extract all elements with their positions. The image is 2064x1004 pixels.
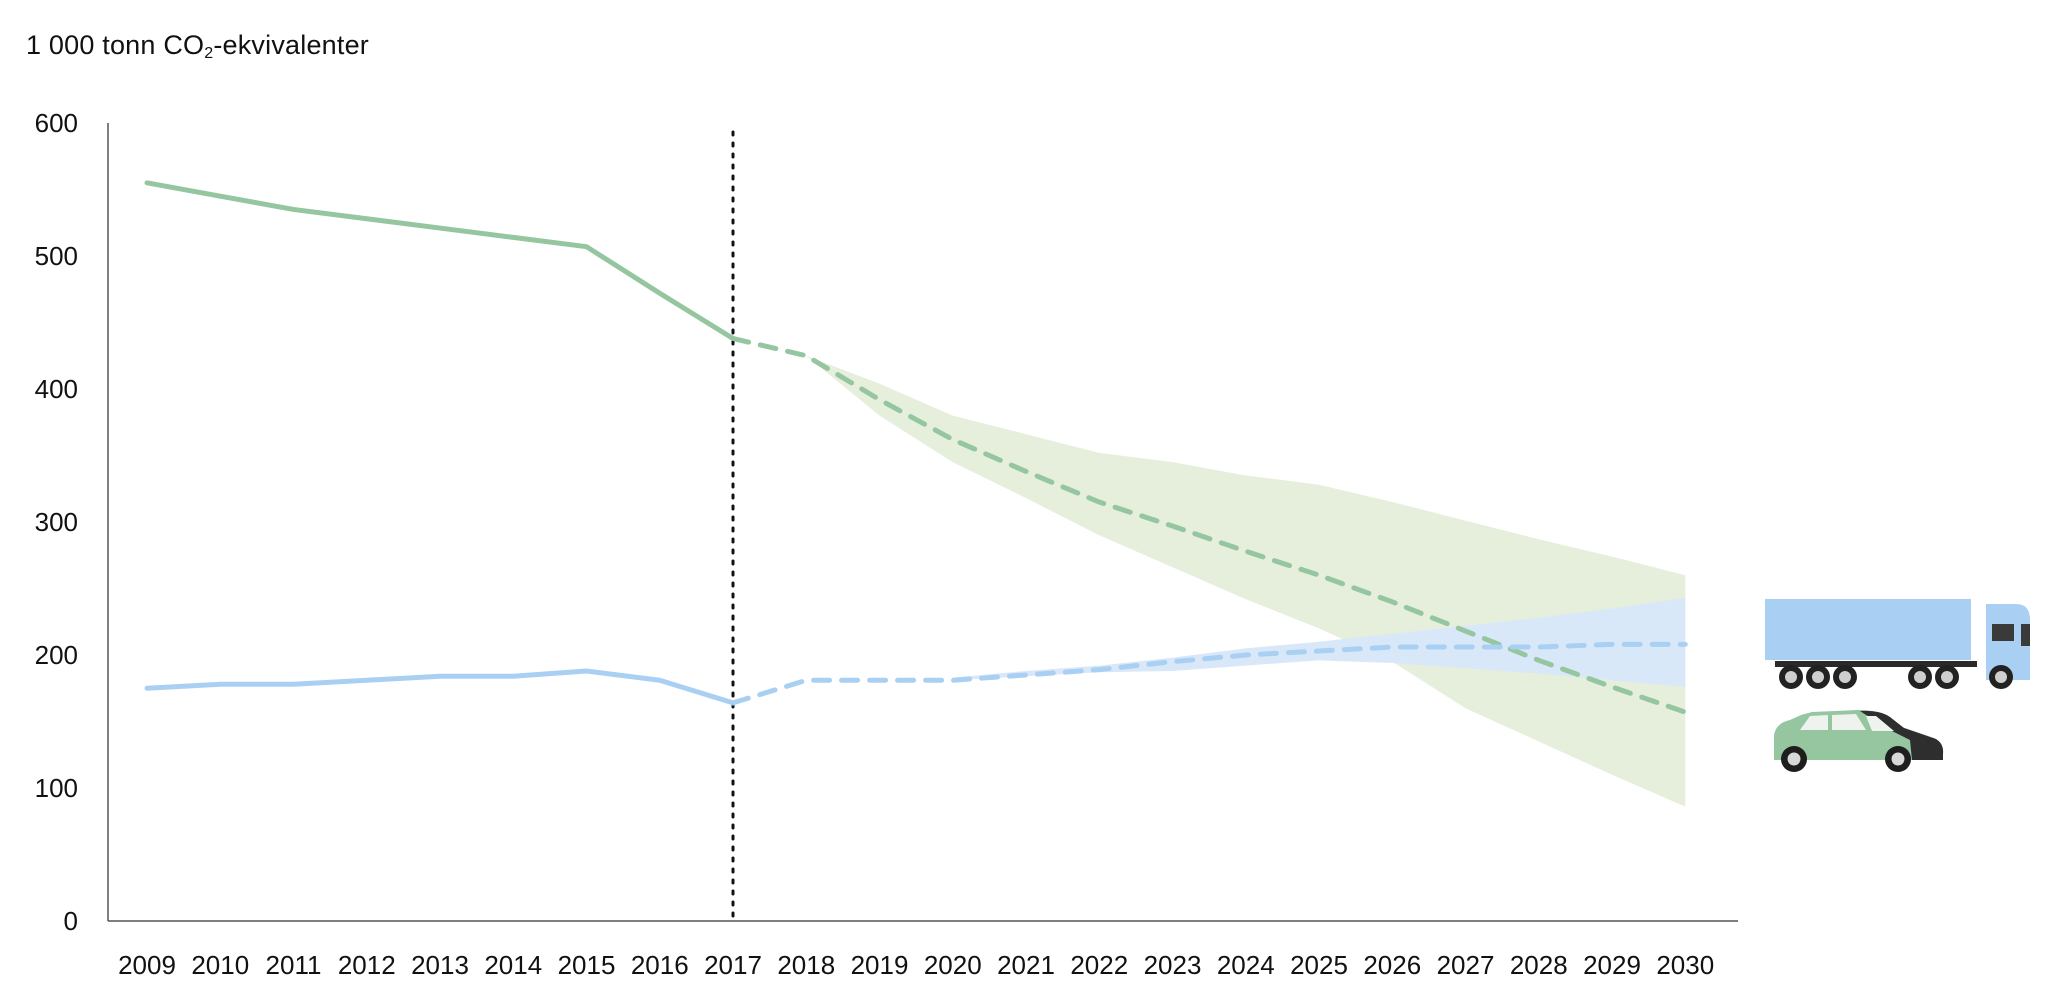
car-uncertainty-band xyxy=(806,355,1686,807)
x-tick-label: 2009 xyxy=(118,950,176,980)
y-tick-label: 600 xyxy=(35,108,78,138)
truck-icon xyxy=(1765,599,2030,689)
car-historical-line xyxy=(144,180,736,341)
x-tick-label: 2028 xyxy=(1510,950,1568,980)
truck-projection-line xyxy=(730,641,1688,706)
unit-label-prefix: 1 000 tonn CO xyxy=(26,30,205,60)
x-tick-label: 2016 xyxy=(631,950,689,980)
car-projection-line xyxy=(730,335,1688,715)
x-tick-label: 2030 xyxy=(1656,950,1714,980)
x-tick-label: 2021 xyxy=(997,950,1055,980)
y-tick-label: 300 xyxy=(35,507,78,537)
car-icon xyxy=(1774,710,1944,772)
x-tick-label: 2026 xyxy=(1363,950,1421,980)
x-tick-label: 2019 xyxy=(851,950,909,980)
y-tick-labels: 0 100 200 300 400 500 600 xyxy=(35,108,78,936)
x-tick-labels: 2009 2010 2011 2012 2013 2014 2015 2016 2017 2018… xyxy=(118,950,1714,980)
y-tick-label: 500 xyxy=(35,241,78,271)
x-tick-label: 2011 xyxy=(266,950,322,980)
x-tick-label: 2013 xyxy=(411,950,469,980)
y-tick-label: 100 xyxy=(35,773,78,803)
unit-label-suffix: -ekvivalenter xyxy=(213,30,369,60)
x-tick-label: 2027 xyxy=(1437,950,1495,980)
x-tick-label: 2015 xyxy=(558,950,616,980)
series-lines xyxy=(144,180,1688,715)
x-tick-label: 2024 xyxy=(1217,950,1275,980)
axes xyxy=(107,123,1738,922)
x-tick-label: 2025 xyxy=(1290,950,1348,980)
y-tick-label: 200 xyxy=(35,640,78,670)
x-tick-label: 2023 xyxy=(1144,950,1202,980)
y-tick-label: 0 xyxy=(64,906,78,936)
x-tick-label: 2010 xyxy=(191,950,249,980)
x-tick-label: 2020 xyxy=(924,950,982,980)
uncertainty-bands xyxy=(806,355,1686,807)
truck-historical-line xyxy=(144,668,736,706)
y-axis-unit-label: 1 000 tonn CO2-ekvivalenter xyxy=(26,30,369,63)
y-tick-label: 400 xyxy=(35,374,78,404)
x-tick-label: 2029 xyxy=(1583,950,1641,980)
x-tick-label: 2022 xyxy=(1070,950,1128,980)
x-tick-label: 2018 xyxy=(777,950,835,980)
x-tick-label: 2012 xyxy=(338,950,396,980)
unit-label-subscript: 2 xyxy=(204,45,214,62)
x-tick-label: 2014 xyxy=(484,950,542,980)
x-tick-label: 2017 xyxy=(704,950,762,980)
